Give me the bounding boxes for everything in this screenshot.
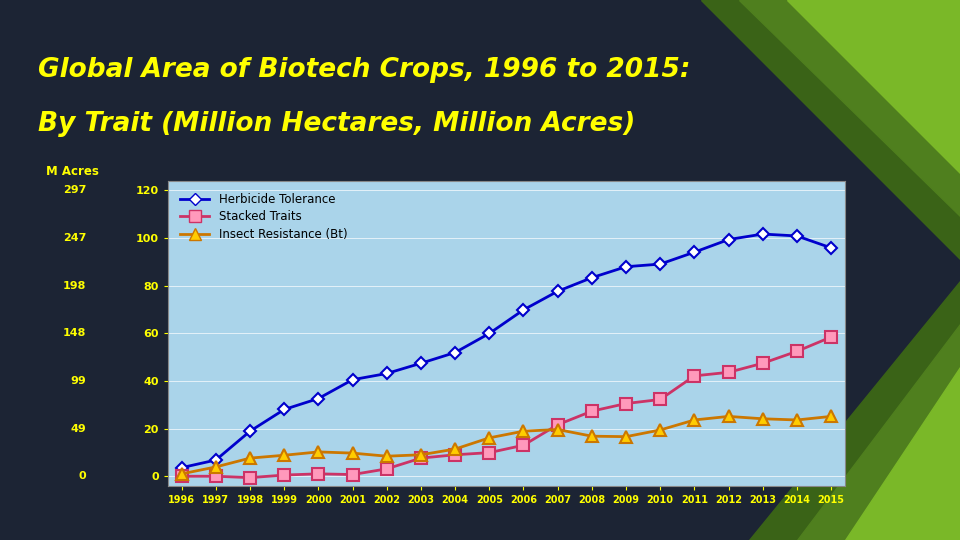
Legend: Herbicide Tolerance, Stacked Traits, Insect Resistance (Bt): Herbicide Tolerance, Stacked Traits, Ins… [174,187,353,247]
Text: 49: 49 [71,424,86,434]
Text: 148: 148 [63,328,86,339]
Polygon shape [749,281,960,540]
Polygon shape [845,367,960,540]
Text: M Acres: M Acres [46,165,99,178]
Polygon shape [787,0,960,173]
Text: 247: 247 [63,233,86,243]
Polygon shape [797,324,960,540]
Text: 198: 198 [63,281,86,291]
Text: 0: 0 [79,471,86,482]
Text: 99: 99 [71,376,86,386]
Polygon shape [739,0,960,216]
Polygon shape [701,0,960,259]
Text: Global Area of Biotech Crops, 1996 to 2015:: Global Area of Biotech Crops, 1996 to 20… [38,57,691,83]
Text: 297: 297 [63,185,86,195]
Text: By Trait (Million Hectares, Million Acres): By Trait (Million Hectares, Million Acre… [38,111,636,137]
